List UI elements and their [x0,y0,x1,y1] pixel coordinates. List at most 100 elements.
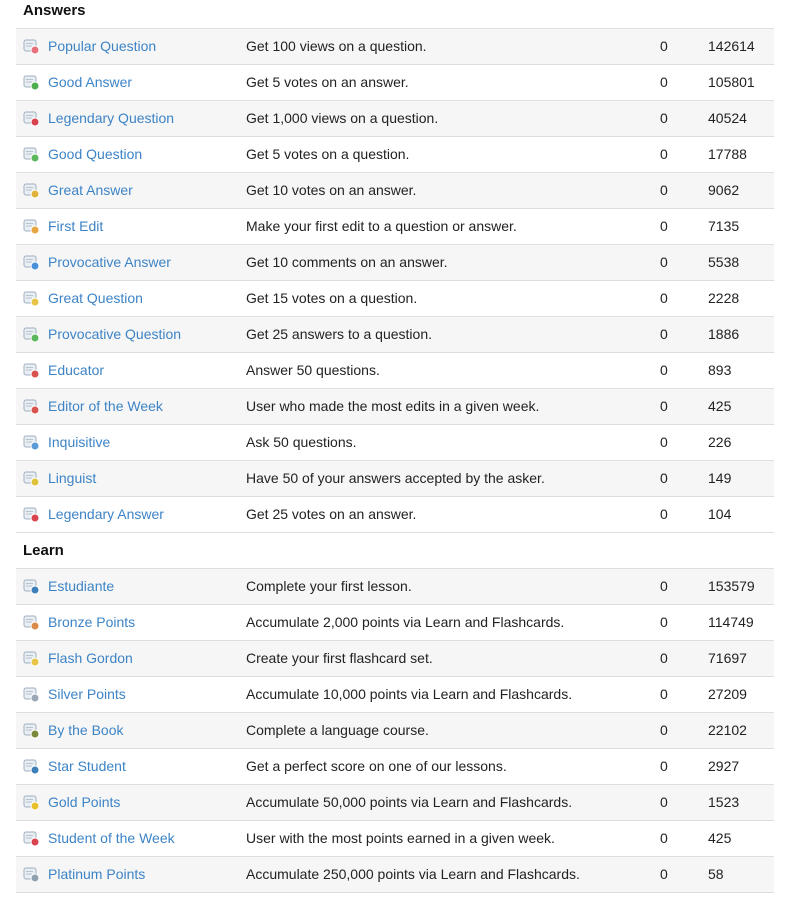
badge-row: Great Answer Get 10 votes on an answer. 0 9… [16,173,774,209]
badge-name-link[interactable]: Great Answer [48,182,133,198]
badge-name-link[interactable]: First Edit [48,218,104,234]
badge-name-link[interactable]: Student of the Week [48,830,175,846]
badge-row: Gold Points Accumulate 50,000 points via … [16,785,774,821]
student-of-the-week-icon [23,831,40,847]
badge-row: Good Question Get 5 votes on a question. 0… [16,137,774,173]
badge-description: Get 25 votes on an answer. [246,506,417,522]
learn-badge-list: Estudiante Complete your first lesson. 0 15… [16,568,774,893]
badge-name-link[interactable]: Legendary Question [48,110,175,126]
badge-row: Provocative Question Get 25 answers to a … [16,317,774,353]
badge-awarded-total: 226 [708,434,732,450]
badge-earned-count: 0 [660,830,668,846]
badge-row: Bronze Points Accumulate 2,000 points via… [16,605,774,641]
badge-earned-count: 0 [660,398,668,414]
badge-earned-count: 0 [660,650,668,666]
badge-description: Get a perfect score on one of our lesson… [246,758,507,774]
badge-row: Provocative Answer Get 10 comments on an … [16,245,774,281]
badge-description: Get 5 votes on a question. [246,146,410,162]
great-answer-icon [23,183,40,199]
badge-awarded-total: 2228 [708,290,740,306]
badge-earned-count: 0 [660,74,668,90]
badge-row: Great Question Get 15 votes on a question… [16,281,774,317]
badge-earned-count: 0 [660,434,668,450]
badge-row: Legendary Question Get 1,000 views on a q… [16,101,774,137]
badge-name-link[interactable]: Provocative Answer [48,254,171,270]
silver-points-icon [23,687,40,703]
badge-name-link[interactable]: Editor of the Week [48,398,163,414]
badge-row: Legendary Answer Get 25 votes on an answe… [16,497,774,533]
badge-description: Get 15 votes on a question. [246,290,418,306]
badge-row: Inquisitive Ask 50 questions. 0 226 [16,425,774,461]
badge-name-link[interactable]: Silver Points [48,686,126,702]
badge-earned-count: 0 [660,722,668,738]
badge-awarded-total: 5538 [708,254,740,270]
inquisitive-icon [23,435,40,451]
badge-awarded-total: 1523 [708,794,740,810]
educator-icon [23,363,40,379]
badge-description: Get 1,000 views on a question. [246,110,439,126]
answers-badge-list: Popular Question Get 100 views on a quest… [16,28,774,533]
good-question-icon [23,147,40,163]
popular-question-icon [23,39,40,55]
good-answer-icon [23,75,40,91]
badge-name-link[interactable]: Good Question [48,146,143,162]
badge-awarded-total: 40524 [708,110,747,126]
badge-name-link[interactable]: Inquisitive [48,434,111,450]
badge-earned-count: 0 [660,326,668,342]
editor-of-the-week-icon [23,399,40,415]
badge-awarded-total: 2927 [708,758,740,774]
badge-description: Answer 50 questions. [246,362,380,378]
badge-name-link[interactable]: Star Student [48,758,126,774]
section-header-learn: Learn [23,542,64,559]
section-header-answers: Answers [23,2,86,19]
badge-name-link[interactable]: Provocative Question [48,326,182,342]
badge-description: Ask 50 questions. [246,434,357,450]
badge-name-link[interactable]: Good Answer [48,74,133,90]
badge-earned-count: 0 [660,218,668,234]
badge-awarded-total: 1886 [708,326,740,342]
badge-name-link[interactable]: Platinum Points [48,866,146,882]
by-the-book-icon [23,723,40,739]
badge-earned-count: 0 [660,794,668,810]
badge-earned-count: 0 [660,38,668,54]
badge-name-link[interactable]: Flash Gordon [48,650,133,666]
badge-description: User who made the most edits in a given … [246,398,540,414]
badge-name-link[interactable]: By the Book [48,722,124,738]
gold-points-icon [23,795,40,811]
legendary-answer-icon [23,507,40,523]
badge-description: Complete your first lesson. [246,578,412,594]
badge-name-link[interactable]: Popular Question [48,38,157,54]
great-question-icon [23,291,40,307]
badge-earned-count: 0 [660,506,668,522]
badge-description: Get 10 votes on an answer. [246,182,417,198]
badge-earned-count: 0 [660,182,668,198]
badge-name-link[interactable]: Estudiante [48,578,115,594]
badge-name-link[interactable]: Gold Points [48,794,121,810]
badge-earned-count: 0 [660,578,668,594]
badge-awarded-total: 17788 [708,146,747,162]
badge-name-link[interactable]: Bronze Points [48,614,136,630]
badge-earned-count: 0 [660,470,668,486]
badge-description: Get 25 answers to a question. [246,326,432,342]
badge-awarded-total: 105801 [708,74,755,90]
badge-earned-count: 0 [660,290,668,306]
linguist-icon [23,471,40,487]
badge-row: Linguist Have 50 of your answers accepted… [16,461,774,497]
badge-row: Silver Points Accumulate 10,000 points vi… [16,677,774,713]
bronze-points-icon [23,615,40,631]
badge-awarded-total: 153579 [708,578,755,594]
badge-name-link[interactable]: Linguist [48,470,97,486]
badge-description: Have 50 of your answers accepted by the … [246,470,545,486]
badge-awarded-total: 58 [708,866,724,882]
badge-name-link[interactable]: Great Question [48,290,143,306]
badge-row: Star Student Get a perfect score on one o… [16,749,774,785]
badge-awarded-total: 22102 [708,722,747,738]
badge-description: Complete a language course. [246,722,429,738]
platinum-points-icon [23,867,40,883]
badge-name-link[interactable]: Legendary Answer [48,506,164,522]
badge-name-link[interactable]: Educator [48,362,105,378]
badge-earned-count: 0 [660,758,668,774]
badge-row: Educator Answer 50 questions. 0 893 [16,353,774,389]
badge-earned-count: 0 [660,146,668,162]
badge-awarded-total: 114749 [708,614,754,630]
